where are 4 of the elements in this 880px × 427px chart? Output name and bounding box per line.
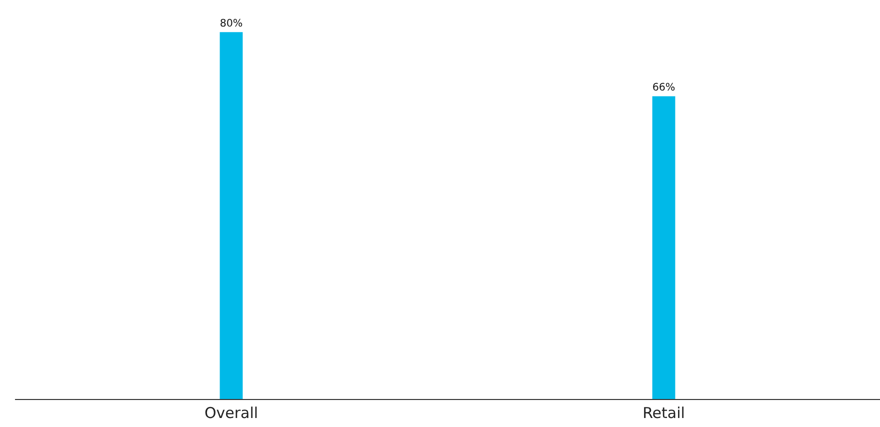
data-label: 80%: [220, 17, 243, 30]
data-label: 66%: [652, 82, 676, 94]
x-tick-label: Overall: [204, 404, 258, 422]
x-tick-label: Retail: [642, 404, 685, 422]
